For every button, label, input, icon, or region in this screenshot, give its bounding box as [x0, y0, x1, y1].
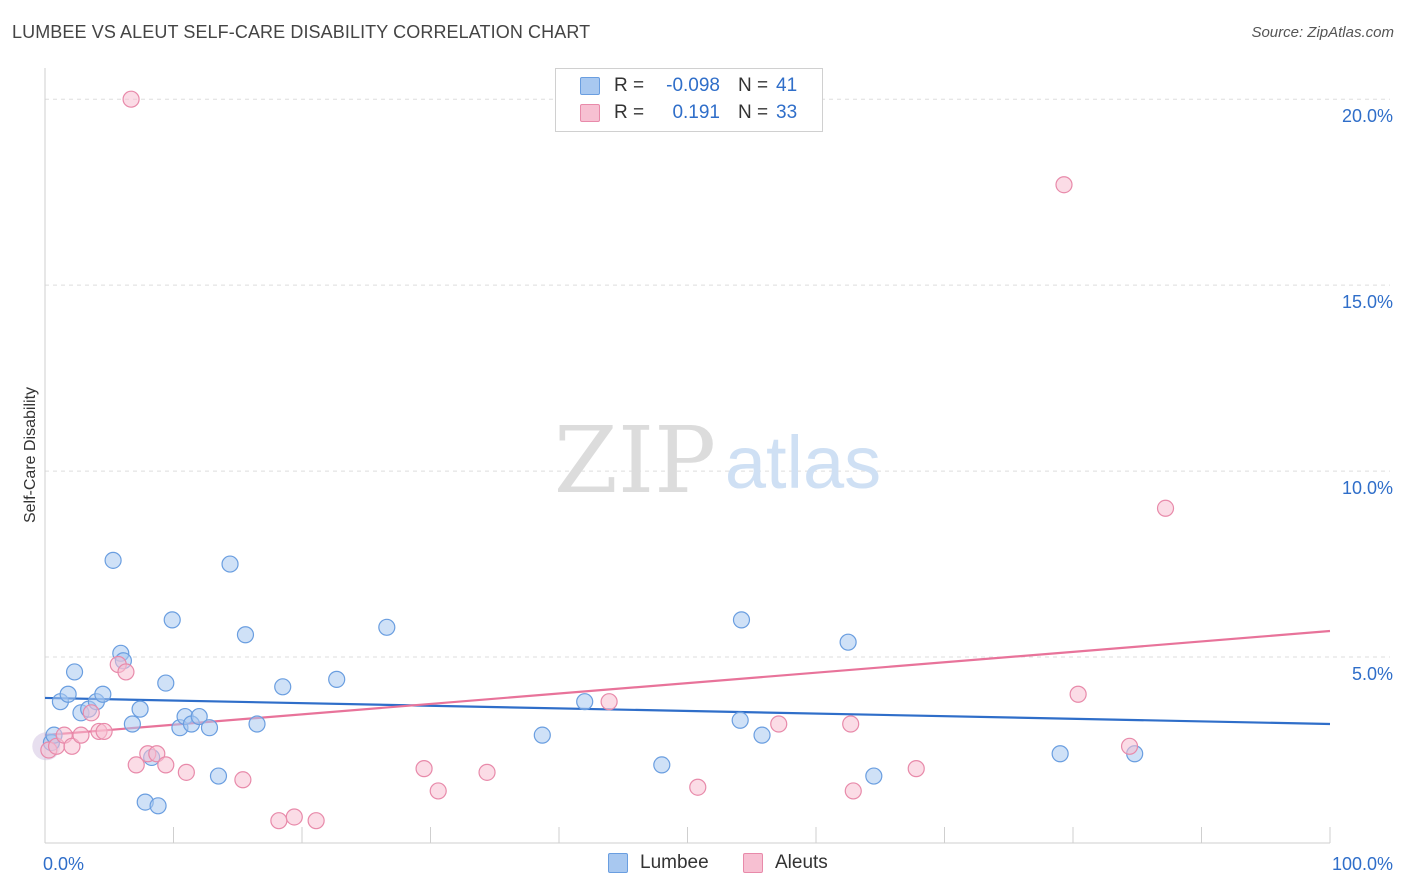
point-aleuts: [689, 778, 707, 796]
point-aleuts: [307, 812, 325, 830]
point-aleuts: [478, 763, 496, 781]
point-lumbee: [731, 711, 749, 729]
legend-row-aleuts: R = 0.191 N = 33: [580, 100, 797, 126]
point-aleuts: [844, 782, 862, 800]
source-label: Source: ZipAtlas.com: [1251, 24, 1394, 41]
point-aleuts: [600, 693, 618, 711]
point-aleuts: [770, 715, 788, 733]
legend-item-lumbee[interactable]: Lumbee: [608, 852, 709, 874]
point-aleuts: [1120, 737, 1139, 755]
legend-n-value: 41: [776, 75, 798, 96]
y-tick-label: 20.0%: [1342, 106, 1393, 126]
legend-swatch-aleuts: [580, 104, 600, 122]
point-aleuts: [1156, 499, 1175, 517]
trend-lines: [44, 629, 1331, 737]
point-aleuts: [285, 808, 303, 826]
point-aleuts: [63, 737, 81, 755]
point-lumbee: [65, 663, 84, 681]
grid-lines: [45, 98, 1390, 658]
legend-r-value: 0.191: [672, 102, 720, 123]
axes: [44, 68, 1331, 844]
point-aleuts: [157, 756, 175, 774]
x-tick-label: 100.0%: [1332, 854, 1393, 874]
point-lumbee: [533, 726, 551, 744]
point-aleuts: [1069, 685, 1087, 703]
point-lumbee: [94, 685, 112, 703]
point-lumbee: [163, 611, 181, 629]
point-aleuts: [72, 726, 90, 744]
y-tick-label: 10.0%: [1342, 478, 1393, 498]
point-aleuts: [907, 760, 925, 778]
point-lumbee: [190, 707, 208, 726]
point-aleuts: [127, 756, 145, 774]
point-lumbee: [753, 726, 771, 744]
legend-swatch-aleuts: [743, 853, 763, 873]
point-aleuts: [148, 745, 166, 763]
legend-n-value: 33: [776, 102, 798, 123]
point-lumbee: [653, 756, 671, 774]
y-axis-label: Self-Care Disability: [22, 387, 39, 523]
legend-r-label: R =: [614, 102, 645, 123]
point-aleuts: [1055, 176, 1073, 194]
legend-row-lumbee: R = -0.098 N = 41: [580, 73, 797, 99]
point-lumbee: [157, 674, 175, 692]
legend-swatch-lumbee: [580, 77, 600, 95]
trend-line-lumbee: [44, 696, 1331, 726]
point-lumbee: [200, 719, 219, 737]
point-aleuts: [415, 760, 433, 778]
point-lumbee: [576, 693, 594, 711]
point-lumbee: [865, 767, 883, 785]
point-lumbee: [236, 626, 255, 644]
point-lumbee: [221, 555, 239, 573]
point-aleuts: [177, 763, 195, 781]
point-lumbee: [209, 767, 228, 785]
point-lumbee: [328, 670, 346, 688]
point-lumbee: [104, 551, 122, 569]
legend-n-label: N =: [738, 102, 769, 123]
legend-label-aleuts: Aleuts: [775, 852, 828, 873]
point-lumbee: [1051, 745, 1069, 763]
legend-label-lumbee: Lumbee: [640, 852, 709, 873]
point-aleuts: [842, 715, 860, 733]
legend-r-value: -0.098: [666, 75, 720, 96]
point-lumbee: [274, 678, 292, 696]
legend-item-aleuts[interactable]: Aleuts: [743, 852, 828, 874]
point-aleuts: [429, 782, 447, 800]
y-tick-label: 15.0%: [1342, 292, 1393, 312]
point-lumbee: [59, 685, 77, 703]
y-tick-label: 5.0%: [1352, 664, 1393, 684]
point-lumbee: [839, 633, 857, 651]
series-legend: Lumbee Aleuts: [0, 852, 1406, 878]
point-lumbee: [149, 797, 167, 815]
point-lumbee: [123, 715, 141, 733]
point-lumbee: [732, 611, 751, 629]
legend-n-label: N =: [738, 75, 769, 96]
x-tick-labels: 0.0% 100.0%: [43, 854, 1393, 874]
y-tick-labels: 5.0% 10.0% 15.0% 20.0%: [1342, 106, 1393, 684]
point-aleuts: [122, 90, 140, 108]
watermark-atlas: atlas: [725, 421, 881, 504]
watermark: ZIP atlas: [554, 407, 881, 514]
x-tick-label: 0.0%: [43, 854, 84, 874]
point-aleuts: [117, 663, 135, 681]
point-aleuts: [95, 722, 113, 741]
data-points: [32, 90, 1175, 830]
legend-swatch-lumbee: [608, 853, 628, 873]
point-lumbee: [378, 618, 396, 636]
chart-title: LUMBEE VS ALEUT SELF-CARE DISABILITY COR…: [12, 22, 591, 42]
point-lumbee: [131, 700, 149, 718]
point-lumbee: [248, 715, 266, 733]
watermark-zip: ZIP: [554, 407, 716, 514]
point-aleuts: [234, 771, 252, 789]
correlation-legend: R = -0.098 N = 41 R = 0.191 N = 33: [555, 68, 823, 132]
point-aleuts: [82, 704, 100, 722]
point-aleuts: [270, 812, 288, 830]
legend-r-label: R =: [614, 75, 645, 96]
